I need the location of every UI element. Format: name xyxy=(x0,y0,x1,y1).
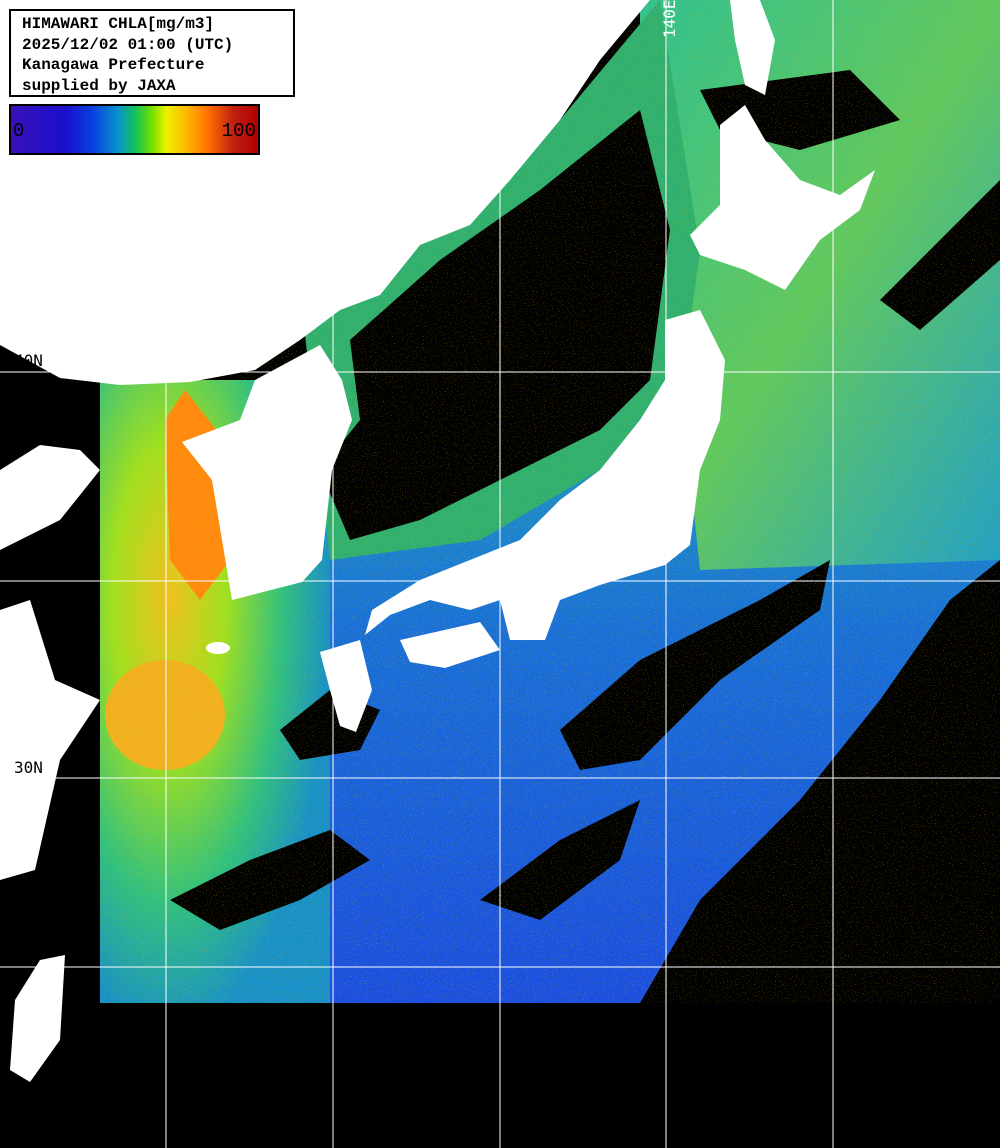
land-korea xyxy=(182,345,352,600)
lat-label-40n: 40N xyxy=(14,351,43,370)
title-supplier: supplied by JAXA xyxy=(22,76,176,95)
land-hokkaido xyxy=(690,105,875,290)
colorbar-min-label: 0 xyxy=(13,120,25,142)
land-sakhalin xyxy=(730,0,775,95)
land-china-east xyxy=(0,600,100,880)
title-timestamp: 2025/12/02 01:00 (UTC) xyxy=(22,35,234,54)
land-jeju xyxy=(206,642,230,654)
lat-label-30n: 30N xyxy=(14,758,43,777)
title-product: HIMAWARI CHLA[mg/m3] xyxy=(22,15,215,33)
title-box: HIMAWARI CHLA[mg/m3] 2025/12/02 01:00 (U… xyxy=(9,9,295,97)
colorbar-legend: 0 100 xyxy=(9,104,260,155)
land-taiwan xyxy=(10,955,65,1082)
lon-label-140e: 140E xyxy=(660,0,679,38)
colorbar-max-label: 100 xyxy=(221,120,256,142)
land-honshu xyxy=(365,310,725,640)
land-shikoku xyxy=(400,622,500,668)
land-china-north xyxy=(0,445,100,550)
title-organization: Kanagawa Prefecture xyxy=(22,56,205,74)
